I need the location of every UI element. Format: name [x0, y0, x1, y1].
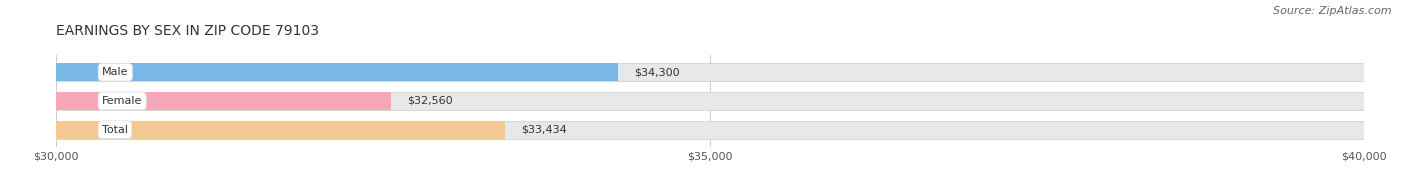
- Text: $33,434: $33,434: [522, 125, 567, 135]
- Text: Total: Total: [103, 125, 128, 135]
- Text: Male: Male: [103, 67, 128, 77]
- Text: $32,560: $32,560: [406, 96, 453, 106]
- Text: EARNINGS BY SEX IN ZIP CODE 79103: EARNINGS BY SEX IN ZIP CODE 79103: [56, 24, 319, 38]
- Bar: [56, 121, 1364, 139]
- Text: $34,300: $34,300: [634, 67, 681, 77]
- Bar: [56, 92, 391, 110]
- Bar: [56, 121, 505, 139]
- Text: Female: Female: [103, 96, 142, 106]
- Bar: [56, 92, 1364, 110]
- Text: Source: ZipAtlas.com: Source: ZipAtlas.com: [1274, 6, 1392, 16]
- Bar: [56, 63, 619, 81]
- Bar: [56, 63, 1364, 81]
